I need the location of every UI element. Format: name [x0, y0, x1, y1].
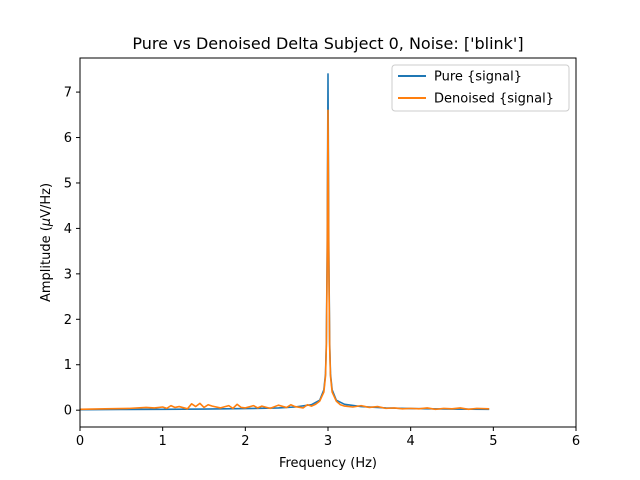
legend-label-pure: Pure {signal}	[434, 70, 522, 85]
x-axis: 0 1 2 3 4 5 6	[76, 427, 580, 449]
legend-label-denoised: Denoised {signal}	[434, 92, 554, 107]
y-axis-label: Amplitude (μV/Hz)	[39, 183, 54, 302]
x-tick-label: 1	[159, 434, 167, 449]
y-axis-label-mu: μ	[39, 218, 54, 227]
x-axis-label: Frequency (Hz)	[279, 456, 377, 471]
y-tick-label: 2	[64, 313, 72, 328]
y-tick-label: 5	[64, 176, 72, 191]
x-tick-label: 3	[324, 434, 332, 449]
series-layer	[80, 73, 490, 411]
y-axis: 0 1 2 3 4 5 6 7	[64, 86, 80, 419]
x-tick-label: 2	[241, 434, 249, 449]
legend: Pure {signal} Denoised {signal}	[391, 64, 570, 112]
series-line-1	[80, 109, 490, 411]
x-tick-label: 6	[572, 434, 580, 449]
y-tick-label: 6	[64, 131, 72, 146]
x-tick-label: 0	[76, 434, 84, 449]
y-axis-label-suffix: V/Hz)	[39, 183, 54, 218]
y-tick-label: 0	[64, 404, 72, 419]
y-axis-label-prefix: Amplitude (	[39, 226, 54, 302]
chart-title: Pure vs Denoised Delta Subject 0, Noise:…	[132, 34, 523, 53]
x-tick-label: 5	[489, 434, 497, 449]
legend-box	[391, 64, 570, 112]
y-tick-label: 3	[64, 267, 72, 282]
x-tick-label: 4	[407, 434, 415, 449]
y-tick-label: 1	[64, 358, 72, 373]
y-tick-label: 4	[64, 222, 72, 237]
y-tick-label: 7	[64, 86, 72, 101]
